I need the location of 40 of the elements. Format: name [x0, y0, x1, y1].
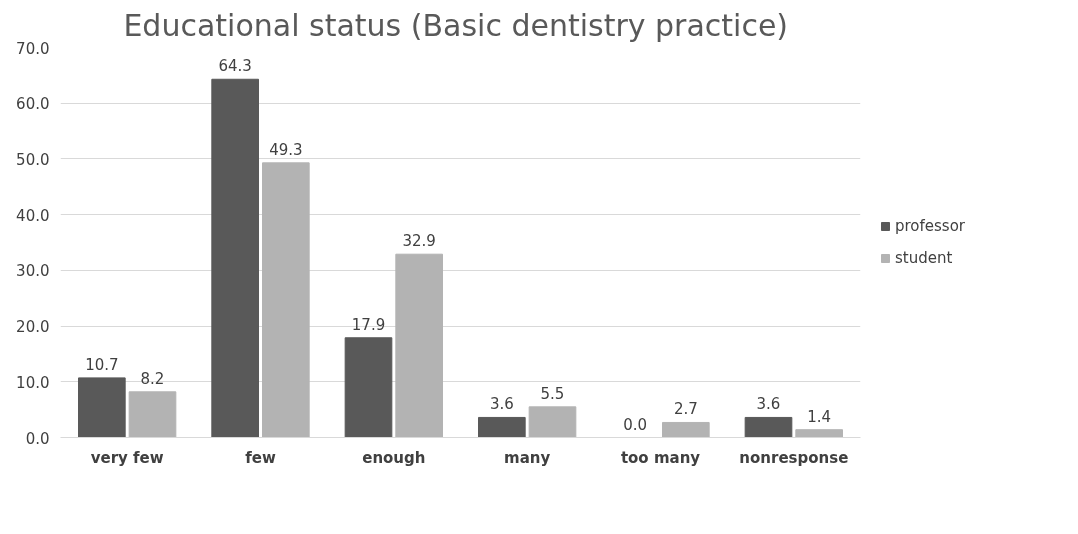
data-label: 1.4	[807, 407, 832, 426]
legend-label: professor	[895, 217, 966, 235]
y-tick-label: 60.0	[16, 95, 50, 114]
bar	[662, 421, 710, 438]
bar	[395, 253, 443, 438]
bar	[344, 337, 393, 438]
y-tick-label: 30.0	[16, 262, 50, 281]
legend-label: student	[895, 249, 953, 267]
data-label: 17.9	[351, 315, 386, 334]
chart-title: Educational status (Basic dentistry practice)	[123, 7, 789, 43]
x-tick-label: very few	[90, 448, 164, 467]
y-tick-label: 70.0	[16, 39, 50, 58]
data-label: 5.5	[540, 384, 565, 403]
y-tick-label: 50.0	[16, 150, 50, 169]
data-label: 3.6	[756, 395, 781, 414]
data-label: 0.0	[623, 415, 648, 434]
data-label: 32.9	[402, 232, 436, 251]
data-label: 8.2	[140, 369, 165, 388]
bar	[744, 416, 793, 438]
x-tick-label: nonresponse	[739, 448, 849, 467]
data-label: 49.3	[269, 140, 303, 159]
bar	[78, 377, 126, 438]
x-tick-label: many	[504, 448, 551, 467]
x-tick-label: few	[245, 448, 276, 467]
data-label: 64.3	[218, 57, 252, 76]
x-tick-label: too many	[620, 448, 701, 467]
y-tick-label: 10.0	[16, 373, 50, 392]
bar	[211, 78, 259, 438]
y-tick-label: 40.0	[16, 206, 50, 225]
data-label: 3.6	[489, 395, 514, 414]
x-tick-label: enough	[362, 448, 426, 467]
bar	[262, 162, 310, 438]
y-tick-label: 20.0	[16, 318, 50, 337]
bar	[478, 416, 526, 438]
data-label: 10.7	[85, 355, 119, 374]
bar	[795, 429, 843, 438]
data-label: 2.7	[673, 400, 698, 419]
bar	[128, 391, 177, 438]
bar	[528, 406, 577, 438]
y-tick-label: 0.0	[25, 429, 50, 448]
